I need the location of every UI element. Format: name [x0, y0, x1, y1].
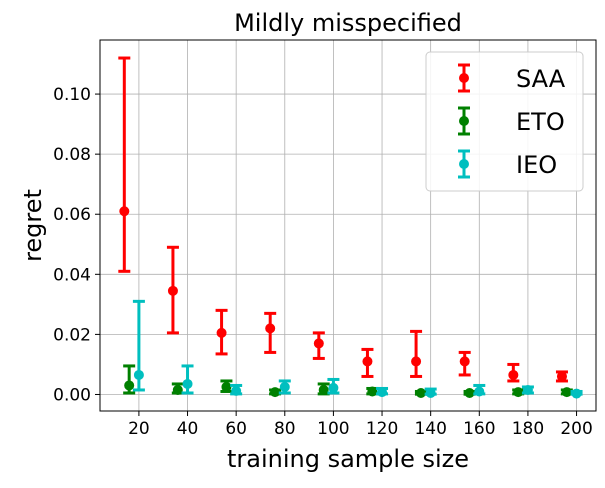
point-saa [265, 323, 276, 334]
point-ieo [522, 384, 533, 395]
x-tick-label: 40 [177, 419, 199, 439]
point-eto [124, 380, 135, 391]
point-eto [172, 384, 183, 395]
point-eto [464, 387, 475, 398]
point-saa [411, 356, 422, 367]
point-eto [221, 381, 232, 392]
x-tick-label: 100 [317, 419, 349, 439]
legend-handle-point [459, 159, 469, 169]
point-ieo [328, 382, 339, 393]
x-tick-label: 20 [128, 419, 150, 439]
x-tick-label: 160 [463, 419, 495, 439]
x-tick-label: 80 [274, 419, 296, 439]
point-eto [415, 387, 426, 398]
data-marks [118, 56, 583, 399]
point-saa [459, 356, 470, 367]
point-ieo [231, 385, 242, 396]
x-tick-label: 200 [560, 419, 592, 439]
plot-frame [99, 39, 597, 412]
y-tick-label: 0.08 [53, 145, 91, 165]
series-saa [118, 56, 568, 383]
point-saa [119, 206, 130, 217]
x-axis-title: training sample size [227, 445, 469, 473]
point-saa [556, 371, 567, 382]
x-tick-label: 180 [512, 419, 544, 439]
axis-ticks: 20 40 60 80 100 120 140 160 180 200 0.00 0.02 0.04 0.… [53, 85, 593, 439]
y-tick-label: 0.02 [53, 325, 91, 345]
point-eto [513, 387, 524, 398]
point-saa [508, 369, 519, 380]
legend-handle-point [459, 73, 469, 83]
point-eto [561, 387, 572, 398]
x-tick-label: 60 [225, 419, 247, 439]
point-eto [270, 387, 281, 398]
y-tick-label: 0.00 [53, 385, 91, 405]
legend-handle-point [459, 116, 469, 126]
chart-title: Mildly misspecified [234, 9, 462, 37]
y-axis-title: regret [19, 189, 47, 262]
point-ieo [133, 369, 144, 380]
y-tick-label: 0.10 [53, 85, 91, 105]
series-eto [123, 364, 573, 398]
y-tick-label: 0.04 [53, 265, 91, 285]
point-ieo [474, 386, 485, 397]
point-saa [216, 327, 227, 338]
legend-label-saa: SAA [516, 65, 566, 93]
point-eto [318, 384, 329, 395]
x-tick-label: 140 [414, 419, 446, 439]
series-ieo [132, 299, 583, 399]
point-ieo [182, 378, 193, 389]
point-ieo [377, 387, 388, 398]
legend-label-ieo: IEO [516, 151, 557, 179]
point-saa [362, 356, 373, 367]
point-ieo [571, 388, 582, 399]
point-ieo [279, 381, 290, 392]
legend: SAA ETO IEO [425, 51, 584, 192]
legend-label-eto: ETO [516, 108, 565, 136]
point-eto [367, 386, 378, 397]
x-tick-label: 120 [366, 419, 398, 439]
point-saa [167, 285, 178, 296]
point-saa [313, 338, 324, 349]
y-tick-label: 0.06 [53, 205, 91, 225]
point-ieo [425, 387, 436, 398]
